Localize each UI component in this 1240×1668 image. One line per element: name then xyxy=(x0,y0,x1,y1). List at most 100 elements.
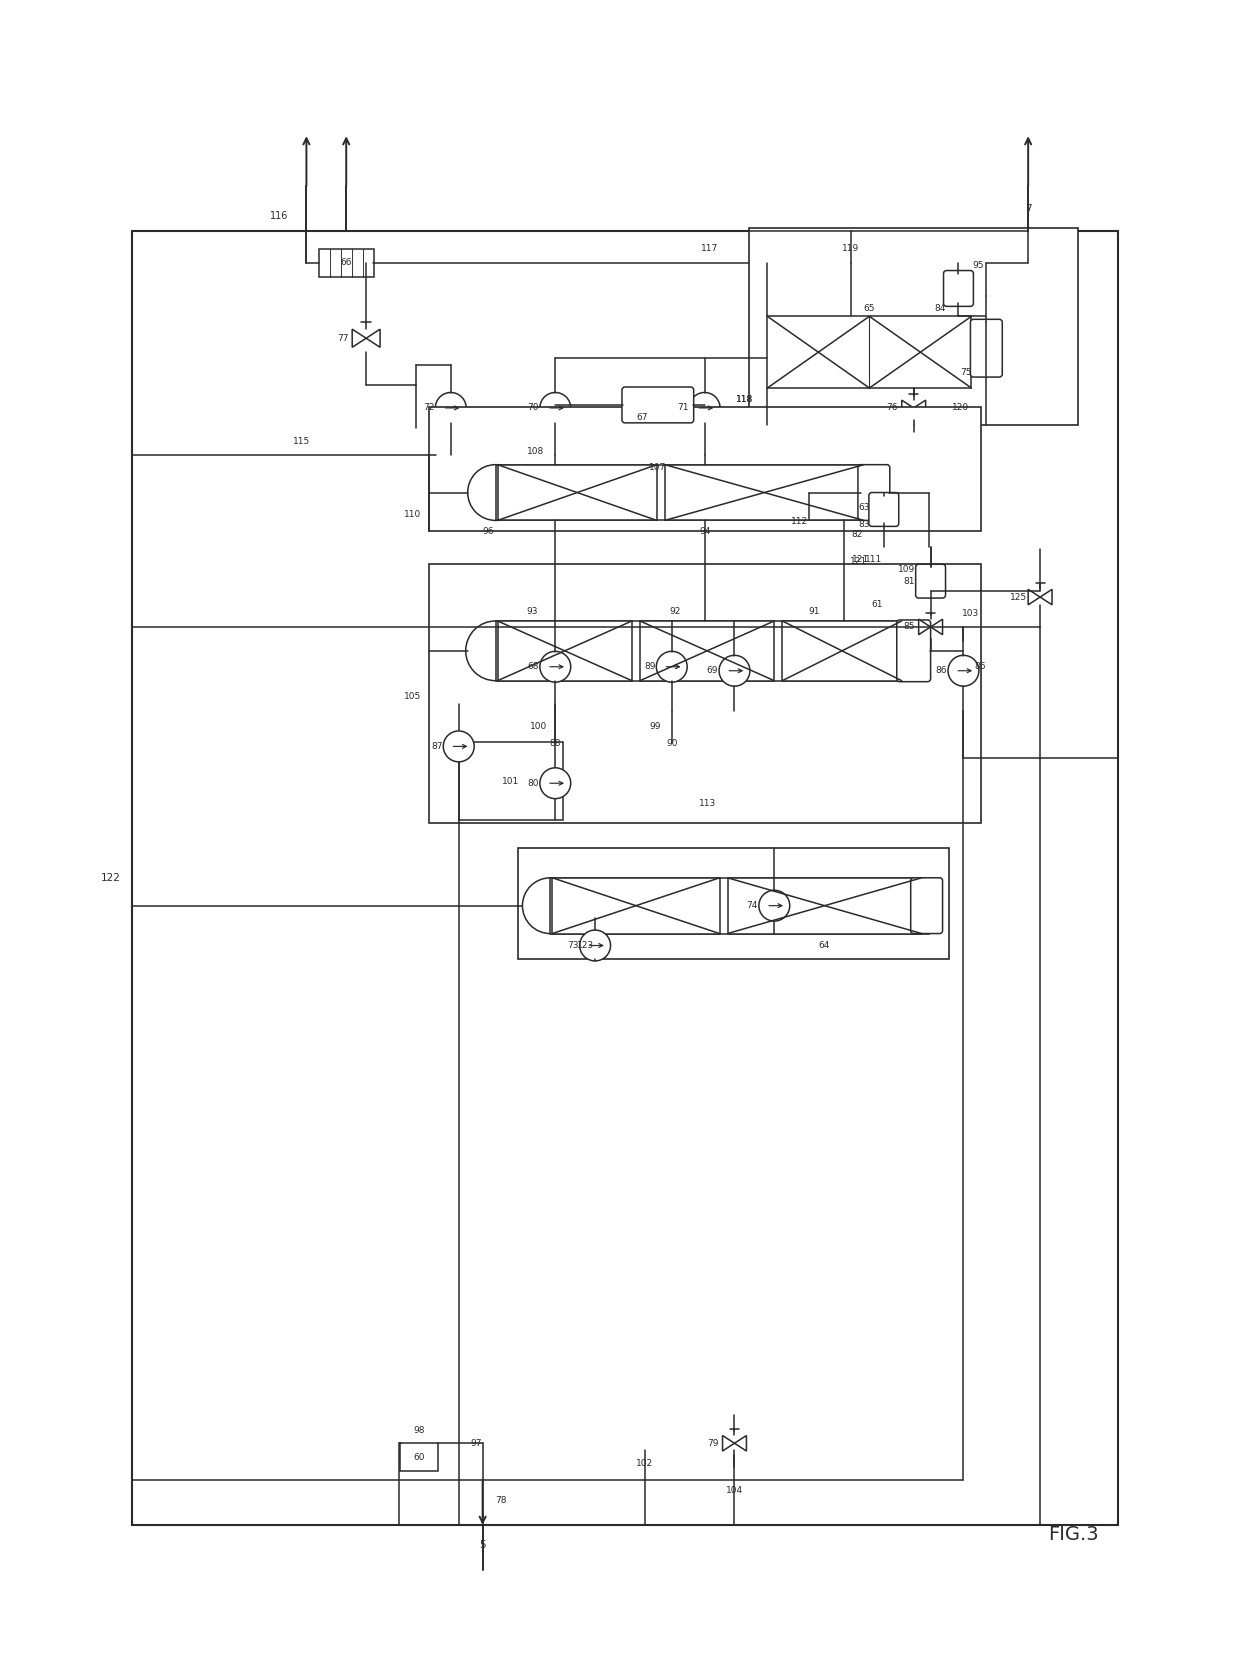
Text: 81: 81 xyxy=(903,577,914,585)
Text: 82: 82 xyxy=(851,530,863,539)
Bar xyxy=(782,620,901,681)
Text: 94: 94 xyxy=(699,527,711,535)
FancyBboxPatch shape xyxy=(944,270,973,307)
Text: 87: 87 xyxy=(432,742,443,751)
Circle shape xyxy=(656,651,687,682)
Circle shape xyxy=(719,656,750,686)
Text: 97: 97 xyxy=(470,1439,481,1448)
FancyBboxPatch shape xyxy=(915,564,946,599)
Text: 115: 115 xyxy=(293,437,310,447)
Text: 103: 103 xyxy=(962,609,980,619)
Text: 77: 77 xyxy=(337,334,348,342)
Text: 78: 78 xyxy=(495,1496,506,1505)
Circle shape xyxy=(435,392,466,424)
Text: 65: 65 xyxy=(863,304,874,314)
Text: 90: 90 xyxy=(666,739,677,747)
Circle shape xyxy=(539,392,570,424)
Text: 101: 101 xyxy=(502,777,520,786)
Text: 76: 76 xyxy=(887,404,898,412)
Text: 116: 116 xyxy=(270,210,289,220)
Text: 109: 109 xyxy=(898,565,915,574)
Text: 95: 95 xyxy=(972,262,985,270)
Polygon shape xyxy=(734,1436,746,1451)
Polygon shape xyxy=(901,400,914,415)
Bar xyxy=(552,877,719,934)
Circle shape xyxy=(579,931,610,961)
Text: 80: 80 xyxy=(528,779,539,787)
Text: 121: 121 xyxy=(852,555,869,564)
Text: 125: 125 xyxy=(1009,592,1027,602)
Text: 86: 86 xyxy=(975,662,986,671)
FancyBboxPatch shape xyxy=(897,620,930,682)
Text: 70: 70 xyxy=(528,404,539,412)
Text: 118: 118 xyxy=(735,395,753,404)
Polygon shape xyxy=(1040,589,1052,605)
Polygon shape xyxy=(1028,589,1040,605)
Text: 108: 108 xyxy=(527,447,544,457)
Text: 121: 121 xyxy=(851,557,868,565)
Text: 63: 63 xyxy=(858,504,869,512)
Circle shape xyxy=(467,465,523,520)
Text: FIG.3: FIG.3 xyxy=(1048,1525,1099,1545)
Bar xyxy=(497,620,632,681)
Text: 60: 60 xyxy=(413,1453,424,1461)
FancyBboxPatch shape xyxy=(910,877,942,934)
Text: 105: 105 xyxy=(404,692,422,701)
Text: 91: 91 xyxy=(808,607,820,615)
Bar xyxy=(551,877,929,934)
Text: 69: 69 xyxy=(707,666,718,676)
Bar xyxy=(728,877,921,934)
Text: 88: 88 xyxy=(549,739,560,747)
Circle shape xyxy=(466,620,526,681)
Circle shape xyxy=(539,767,570,799)
Bar xyxy=(429,564,981,822)
Text: 93: 93 xyxy=(527,607,538,615)
Bar xyxy=(496,465,869,520)
Text: 113: 113 xyxy=(699,799,717,807)
Polygon shape xyxy=(914,400,925,415)
Text: 75: 75 xyxy=(961,367,972,377)
Text: 84: 84 xyxy=(935,304,946,314)
Bar xyxy=(319,249,373,277)
Text: 79: 79 xyxy=(707,1439,718,1448)
Text: 111: 111 xyxy=(866,555,883,564)
Text: 122: 122 xyxy=(100,872,120,882)
Bar xyxy=(518,847,949,959)
Bar xyxy=(640,620,774,681)
Text: 123: 123 xyxy=(577,941,594,951)
Circle shape xyxy=(689,392,720,424)
Text: 119: 119 xyxy=(842,244,859,254)
Text: 120: 120 xyxy=(952,404,968,412)
Bar xyxy=(401,1443,438,1471)
Text: 102: 102 xyxy=(636,1460,653,1468)
Polygon shape xyxy=(930,619,942,636)
Text: 92: 92 xyxy=(670,607,681,615)
Polygon shape xyxy=(723,1436,734,1451)
Bar xyxy=(459,742,563,821)
Bar xyxy=(496,620,909,681)
Circle shape xyxy=(522,877,578,934)
Text: 100: 100 xyxy=(529,722,547,731)
Circle shape xyxy=(759,891,790,921)
Text: 99: 99 xyxy=(649,722,661,731)
Text: 73: 73 xyxy=(568,941,579,951)
Text: 104: 104 xyxy=(725,1486,743,1495)
Text: 5: 5 xyxy=(480,1540,486,1550)
Text: 67: 67 xyxy=(636,414,647,422)
Bar xyxy=(665,465,864,520)
Text: 110: 110 xyxy=(404,510,422,519)
FancyBboxPatch shape xyxy=(622,387,693,424)
Text: 64: 64 xyxy=(818,941,830,951)
Text: 71: 71 xyxy=(677,404,688,412)
Bar xyxy=(497,465,657,520)
Bar xyxy=(749,229,1078,425)
Polygon shape xyxy=(366,329,381,347)
Polygon shape xyxy=(919,619,930,636)
Bar xyxy=(429,407,981,532)
Text: 112: 112 xyxy=(791,517,807,525)
FancyBboxPatch shape xyxy=(858,465,890,520)
Circle shape xyxy=(539,651,570,682)
Text: 72: 72 xyxy=(423,404,434,412)
Bar xyxy=(133,230,1117,1525)
Text: 86: 86 xyxy=(936,666,947,676)
